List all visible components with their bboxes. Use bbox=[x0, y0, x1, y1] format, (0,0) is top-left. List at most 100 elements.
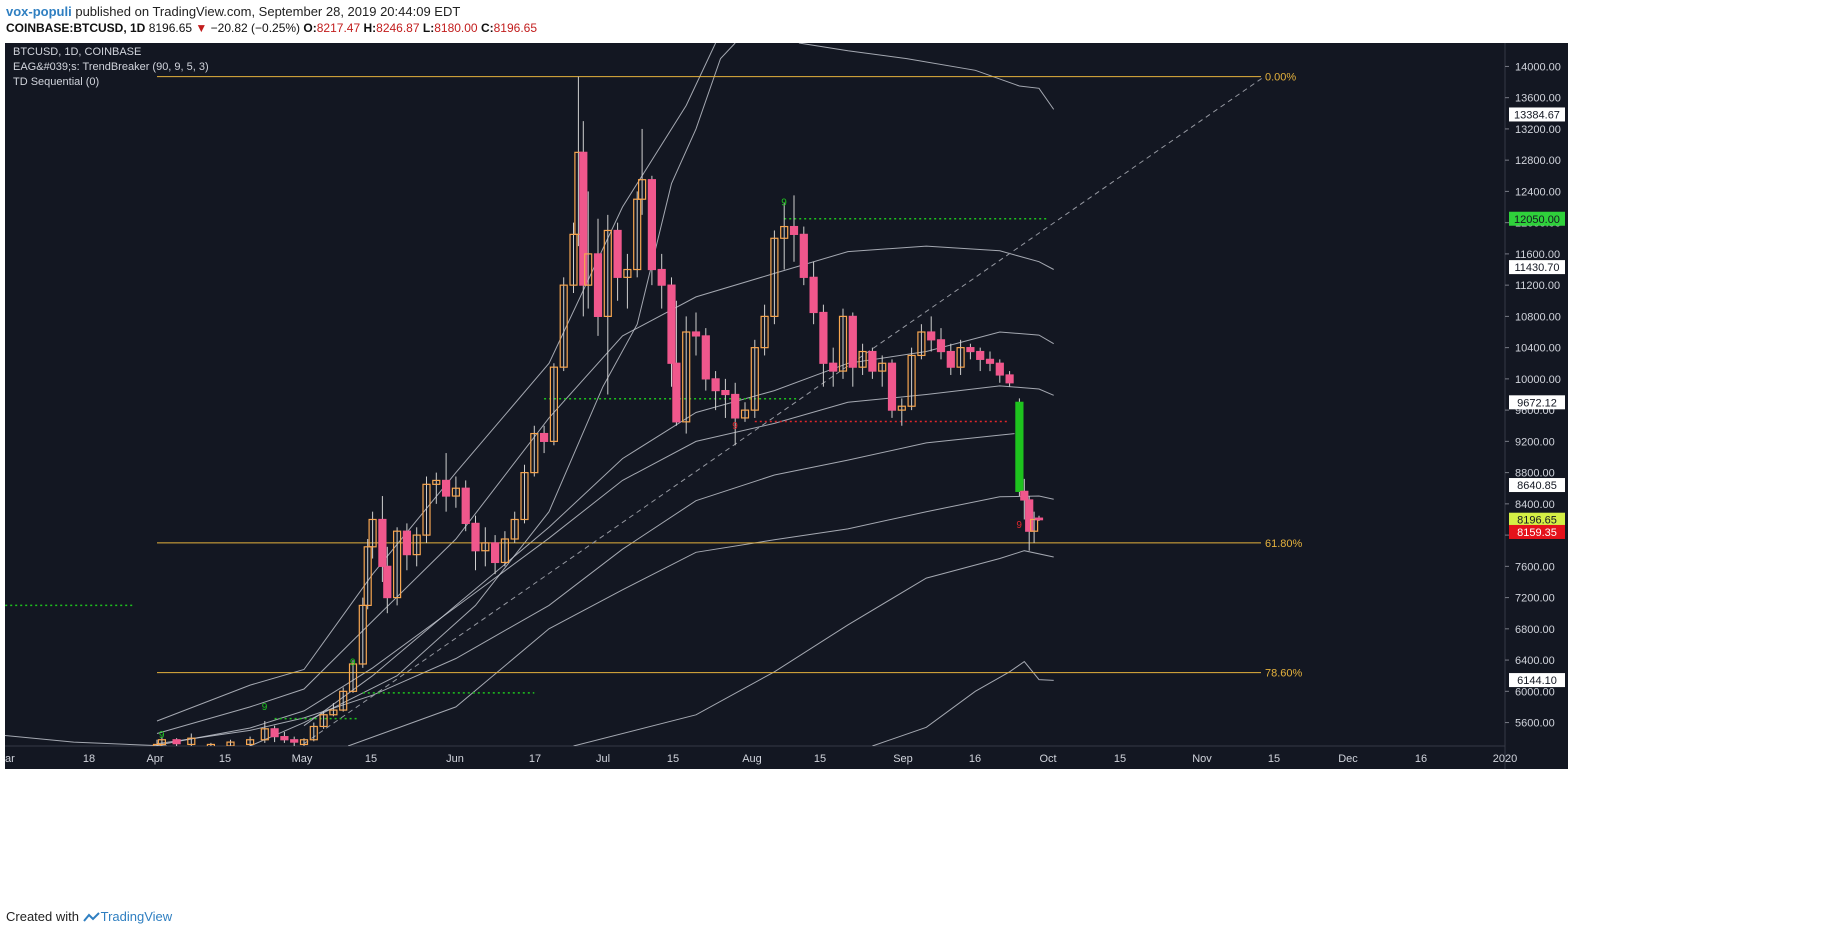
td-count-4: 9 bbox=[262, 702, 268, 713]
x-tick-label-10: Aug bbox=[742, 753, 762, 765]
price-label-0: 13384.67 bbox=[1514, 109, 1560, 121]
price-label-6: 8159.35 bbox=[1517, 527, 1557, 539]
y-tick-label-9: 10400.00 bbox=[1515, 343, 1561, 355]
candle-body-36 bbox=[530, 432, 539, 474]
candle-body-77 bbox=[907, 354, 916, 407]
candle-body-26 bbox=[432, 479, 441, 485]
candle-body-59 bbox=[731, 393, 740, 419]
candle-body-54 bbox=[682, 331, 691, 423]
trendline bbox=[303, 76, 1265, 745]
band-line-6 bbox=[798, 43, 1055, 110]
band-line-8 bbox=[347, 495, 1054, 746]
price-label-bg-0 bbox=[1509, 107, 1565, 122]
y-tick-label-19: 6400.00 bbox=[1515, 655, 1555, 667]
candle-body-42 bbox=[579, 151, 588, 286]
x-tick-label-0: ar bbox=[5, 753, 15, 765]
band-line-2 bbox=[156, 385, 1054, 746]
td-count-2: 9 bbox=[1016, 520, 1022, 531]
candle-body-32 bbox=[491, 542, 500, 564]
x-tick-label-11: 15 bbox=[814, 753, 826, 765]
candle-body-80 bbox=[936, 339, 946, 353]
price-chart[interactable]: 0.00% 61.80% 78.60% 9 9 9 9 9 9 14000.00 13600.0… bbox=[5, 43, 1823, 905]
price-label-7: 6144.10 bbox=[1517, 675, 1557, 687]
candle-body-82 bbox=[956, 347, 965, 368]
price-label-1: 12050.00 bbox=[1514, 214, 1560, 226]
y-tick-label-20: 6000.00 bbox=[1515, 686, 1555, 698]
high-label: H: bbox=[363, 21, 377, 35]
candle-body-60 bbox=[740, 409, 750, 419]
legend-indicator-td: TD Sequential (0) bbox=[13, 76, 99, 88]
y-tick-label-8: 10800.00 bbox=[1515, 311, 1561, 323]
low-value: 8180.00 bbox=[434, 21, 478, 35]
symbol-label: COINBASE:BTCUSD, 1D bbox=[6, 21, 146, 35]
x-tick-label-16: Nov bbox=[1192, 753, 1212, 765]
x-tick-label-5: 15 bbox=[365, 753, 377, 765]
time-axis[interactable]: ar 18 Apr 15 May 15 Jun 17 Jul 15 Aug 15 Sep 16 Oct 15 N… bbox=[5, 753, 1517, 765]
y-tick-label-12: 9200.00 bbox=[1515, 436, 1555, 448]
candle-body-92 bbox=[1034, 517, 1044, 521]
candle-body-49 bbox=[637, 179, 647, 200]
y-tick-label-10: 10000.00 bbox=[1515, 374, 1561, 386]
candle-body-16 bbox=[348, 663, 358, 692]
price-axis[interactable]: 14000.00 13600.00 13200.00 12800.00 12400.00… bbox=[1505, 61, 1561, 730]
y-tick-label-7: 11200.00 bbox=[1515, 280, 1560, 292]
open-value: 8217.47 bbox=[316, 21, 361, 35]
publish-text: published on TradingView.com, September … bbox=[75, 4, 461, 19]
x-tick-label-17: 15 bbox=[1268, 753, 1280, 765]
candle-body-64 bbox=[780, 225, 789, 239]
candle-body-65 bbox=[789, 225, 799, 235]
candle-body-35 bbox=[520, 472, 529, 521]
y-tick-label-21: 5600.00 bbox=[1515, 718, 1555, 730]
candle-body-25 bbox=[422, 483, 431, 536]
candle-body-51 bbox=[657, 268, 666, 286]
low-label: L: bbox=[422, 21, 435, 35]
close-label: C: bbox=[480, 21, 494, 35]
candle-body-2 bbox=[172, 739, 181, 745]
candle-body-73 bbox=[868, 350, 877, 372]
price-label-3: 9672.12 bbox=[1517, 397, 1557, 409]
y-tick-label-2: 13200.00 bbox=[1515, 124, 1561, 136]
high-value: 8246.87 bbox=[376, 21, 420, 35]
candle-body-72 bbox=[858, 350, 867, 368]
y-tick-label-18: 6800.00 bbox=[1515, 624, 1555, 636]
candle-body-46 bbox=[613, 229, 622, 278]
candle-body-56 bbox=[701, 335, 710, 380]
tradingview-logo-icon bbox=[82, 912, 100, 922]
candle-body-89 bbox=[1020, 490, 1029, 501]
band-line-9 bbox=[573, 550, 1054, 746]
x-tick-label-13: 16 bbox=[969, 753, 981, 765]
candle-body-10 bbox=[290, 739, 299, 743]
tradingview-link[interactable]: TradingView bbox=[100, 909, 173, 924]
candle-body-68 bbox=[819, 311, 828, 364]
candle-body-3 bbox=[187, 737, 196, 746]
band-line-1 bbox=[156, 433, 1015, 745]
x-tick-label-1: 18 bbox=[83, 753, 95, 765]
author-link[interactable]: vox-populi bbox=[6, 4, 72, 19]
candle-body-79 bbox=[927, 331, 936, 341]
candle-body-81 bbox=[946, 350, 955, 368]
candle-body-31 bbox=[481, 542, 490, 552]
x-tick-label-2: Apr bbox=[146, 753, 163, 765]
x-tick-label-8: Jul bbox=[596, 753, 610, 765]
candle-body-29 bbox=[461, 487, 470, 524]
candles bbox=[152, 76, 1044, 746]
fib-levels: 0.00% 61.80% 78.60% bbox=[157, 72, 1303, 680]
candle-body-7 bbox=[260, 728, 269, 741]
legend-indicator-trendbreaker: EAG&#039;s: TrendBreaker (90, 9, 5, 3) bbox=[13, 61, 209, 73]
price-label-4: 8640.85 bbox=[1517, 480, 1557, 492]
publish-info: vox-populi published on TradingView.com,… bbox=[6, 4, 460, 19]
x-tick-label-20: 2020 bbox=[1493, 753, 1517, 765]
candle-body-71 bbox=[848, 315, 857, 368]
candle-body-63 bbox=[770, 237, 779, 317]
y-tick-label-0: 14000.00 bbox=[1515, 61, 1561, 73]
y-tick-label-13: 8800.00 bbox=[1515, 468, 1555, 480]
candle-body-5 bbox=[226, 741, 235, 746]
close-value: 8196.65 bbox=[493, 21, 538, 35]
candle-body-12 bbox=[309, 725, 318, 741]
candle-body-75 bbox=[887, 362, 897, 411]
x-tick-label-12: Sep bbox=[893, 753, 913, 765]
candle-body-83 bbox=[966, 347, 975, 353]
x-tick-label-15: 15 bbox=[1114, 753, 1126, 765]
candle-body-74 bbox=[878, 362, 887, 372]
price-label-bg-2 bbox=[1509, 260, 1565, 275]
